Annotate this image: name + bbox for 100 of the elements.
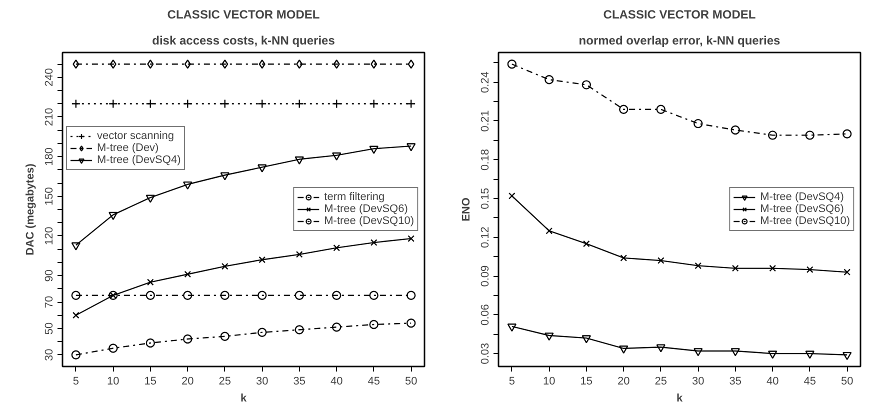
y-tick-label: 70 (44, 296, 56, 308)
point (146, 338, 155, 348)
point (694, 348, 703, 356)
y-tick-label: 30 (44, 348, 56, 361)
point (258, 164, 267, 172)
legend-label: M-tree (DevSQ4) (97, 154, 181, 166)
x-tick-label: 40 (330, 376, 343, 388)
x-tick-label: 45 (804, 376, 816, 388)
legend-label: M-tree (DevSQ4) (760, 191, 844, 203)
y-tick-label: 0.15 (480, 188, 492, 210)
point (620, 254, 628, 262)
point (71, 290, 81, 300)
x-tick-label: 40 (766, 376, 779, 388)
point (657, 257, 664, 264)
point (842, 352, 852, 360)
point (146, 278, 154, 286)
point (406, 318, 416, 328)
y-tick-label: 0.18 (480, 149, 492, 170)
x-tick-label: 50 (840, 376, 854, 388)
chart-title: CLASSIC VECTOR MODEL (603, 8, 756, 22)
point (258, 328, 267, 337)
point (296, 251, 303, 258)
point (220, 290, 230, 300)
y-tick-label: 180 (44, 147, 56, 166)
x-tick-label: 10 (107, 376, 120, 388)
point (544, 75, 554, 84)
point (369, 290, 378, 300)
point (183, 334, 192, 344)
x-tick-label: 35 (293, 376, 306, 388)
point (294, 290, 304, 300)
y-tick-label: 0.24 (480, 72, 492, 93)
point (805, 130, 814, 140)
legend-label: M-tree (DevSQ6) (760, 203, 844, 215)
point (146, 290, 155, 300)
point (544, 332, 554, 341)
point (768, 130, 778, 140)
y-tick-label: 210 (44, 108, 56, 126)
point (769, 264, 776, 272)
point (183, 181, 192, 190)
point (258, 256, 266, 264)
chart-title: CLASSIC VECTOR MODEL (167, 8, 320, 22)
point (619, 104, 628, 114)
point (258, 290, 267, 300)
point (582, 80, 591, 90)
x-axis-title: k (240, 392, 248, 404)
point (582, 335, 591, 344)
y-tick-label: 50 (44, 322, 56, 335)
point (221, 262, 228, 270)
point (147, 60, 154, 69)
x-tick-label: 10 (543, 376, 556, 388)
x-tick-label: 45 (368, 376, 380, 388)
point (333, 60, 340, 69)
point (108, 212, 118, 220)
point (184, 60, 191, 69)
point (258, 60, 266, 69)
point (507, 60, 517, 69)
point (806, 266, 814, 274)
y-tick-label: 0.21 (480, 110, 492, 132)
point (72, 312, 80, 319)
x-tick-label: 35 (729, 376, 742, 388)
x-tick-label: 25 (654, 376, 668, 388)
x-tick-label: 20 (618, 376, 630, 388)
point (72, 60, 80, 69)
y-tick-label: 0.06 (480, 304, 492, 326)
point (546, 227, 553, 234)
legend-label: vector scanning (97, 130, 174, 142)
chart-subtitle: disk access costs, k-NN queries (152, 34, 336, 48)
x-tick-label: 15 (580, 376, 593, 388)
point (71, 242, 81, 250)
y-tick-label: 90 (44, 269, 56, 282)
point (220, 332, 230, 341)
point (369, 320, 378, 330)
y-tick-label: 240 (44, 68, 56, 87)
point (730, 125, 740, 135)
point (805, 350, 814, 359)
point (110, 60, 116, 69)
y-tick-label: 0.03 (480, 342, 492, 364)
point (370, 239, 378, 246)
x-tick-label: 25 (218, 376, 232, 388)
point (296, 60, 303, 69)
point (108, 344, 118, 353)
y-tick-label: 120 (44, 226, 56, 246)
legend-label: M-tree (DevSQ6) (324, 203, 408, 215)
point (656, 344, 666, 352)
x-tick-label: 15 (144, 376, 157, 388)
point (71, 350, 81, 360)
y-axis-title: ENO (460, 197, 472, 222)
legend-label: M-tree (DevSQ10) (324, 215, 414, 227)
x-axis-title: k (676, 392, 684, 404)
point (619, 346, 628, 354)
legend-label: M-tree (DevSQ10) (760, 215, 850, 227)
x-tick-label: 30 (692, 376, 704, 388)
point (294, 325, 304, 334)
x-tick-label: 20 (182, 376, 194, 388)
point (146, 194, 155, 203)
point (730, 348, 740, 356)
point (332, 322, 342, 332)
point (369, 146, 378, 154)
point (222, 60, 228, 69)
point (732, 264, 739, 272)
